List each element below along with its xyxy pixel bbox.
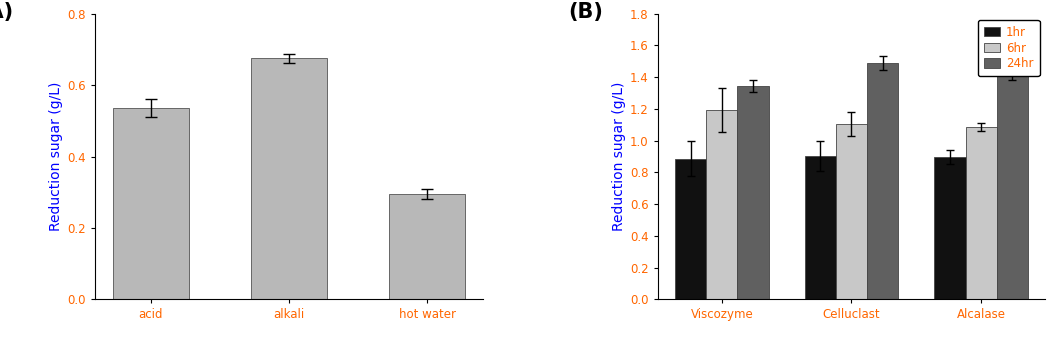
Text: (B): (B): [568, 2, 603, 22]
Bar: [737, 86, 769, 299]
Bar: [390, 194, 466, 299]
Text: (A): (A): [0, 2, 14, 22]
Bar: [836, 124, 867, 299]
Y-axis label: Reduction sugar (g/L): Reduction sugar (g/L): [50, 82, 63, 231]
Bar: [935, 157, 965, 299]
Bar: [965, 127, 997, 299]
Bar: [805, 156, 836, 299]
Bar: [997, 76, 1027, 299]
Bar: [867, 63, 899, 299]
Y-axis label: Reduction sugar (g/L): Reduction sugar (g/L): [611, 82, 625, 231]
Bar: [675, 159, 706, 299]
Bar: [706, 110, 737, 299]
Bar: [251, 58, 327, 299]
Bar: [113, 108, 189, 299]
Legend: 1hr, 6hr, 24hr: 1hr, 6hr, 24hr: [978, 20, 1039, 76]
